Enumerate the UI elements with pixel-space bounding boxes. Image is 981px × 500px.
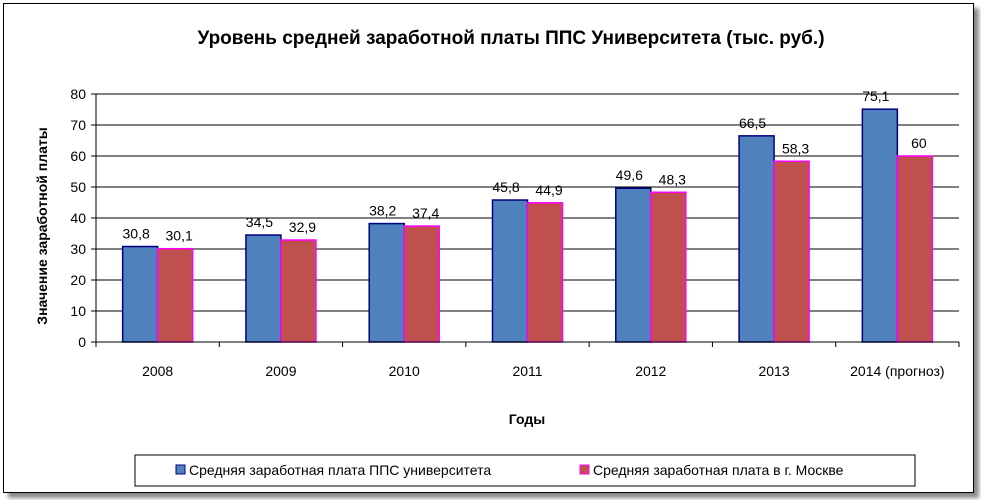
data-label-series-0: 38,2	[369, 203, 396, 219]
x-tick-label: 2009	[265, 363, 296, 379]
data-label-series-1: 48,3	[659, 171, 686, 187]
y-tick-label: 20	[70, 272, 86, 288]
legend: Средняя заработная плата ППС университет…	[134, 454, 916, 487]
legend-swatch-moscow	[579, 464, 590, 475]
y-tick-label: 10	[70, 303, 86, 319]
data-label-series-1: 37,4	[412, 205, 439, 221]
bar-series-1	[896, 155, 934, 343]
axes-layer	[91, 93, 960, 347]
chart-frame: Уровень средней заработной платы ППС Уни…	[3, 3, 974, 493]
bars-layer	[121, 108, 934, 343]
y-tick-label: 70	[70, 117, 86, 133]
x-tick-label: 2011	[512, 363, 542, 379]
bar-series-0	[491, 199, 529, 343]
data-label-series-1: 58,3	[782, 140, 809, 156]
data-label-series-1: 30,1	[166, 228, 193, 244]
y-axis-title: Значение заработной платы	[34, 127, 50, 324]
y-tick-label: 60	[70, 148, 86, 164]
x-tick-label: 2013	[758, 363, 789, 379]
data-label-series-0: 49,6	[616, 167, 643, 183]
bar-series-1	[773, 160, 810, 343]
bar-series-1	[526, 202, 564, 343]
data-label-series-1: 32,9	[289, 219, 316, 235]
data-label-series-1: 60	[911, 135, 927, 151]
y-tick-label: 80	[70, 86, 86, 102]
y-tick-label: 0	[78, 334, 86, 350]
y-tick-label: 30	[70, 241, 86, 257]
bar-series-0	[368, 222, 405, 343]
legend-box	[134, 454, 916, 487]
legend-swatch-ppp	[175, 464, 186, 475]
data-label-series-0: 34,5	[246, 214, 273, 230]
chart-title: Уровень средней заработной платы ППС Уни…	[197, 28, 824, 49]
y-tick-label: 50	[70, 179, 86, 195]
bar-series-1	[403, 225, 440, 343]
bar-series-0	[861, 108, 899, 343]
x-axis-title: Годы	[509, 411, 545, 427]
x-tick-label: 2010	[389, 363, 420, 379]
bar-series-0	[245, 234, 282, 343]
x-tick-label: 2014 (прогноз)	[850, 363, 944, 379]
bar-series-1	[280, 239, 317, 343]
x-tick-label: 2012	[635, 363, 666, 379]
bar-series-0	[121, 245, 159, 343]
data-label-series-1: 44,9	[535, 182, 562, 198]
bar-series-0	[738, 135, 775, 343]
legend-label-moscow: Средняя заработная плата в г. Москве	[593, 462, 844, 478]
y-tick-label: 40	[70, 210, 86, 226]
x-tick-label: 2008	[142, 363, 173, 379]
legend-label-ppp: Средняя заработная плата ППС университет…	[189, 462, 491, 478]
bar-series-1	[650, 191, 687, 343]
data-label-series-0: 75,1	[862, 88, 889, 104]
data-label-series-0: 45,8	[492, 179, 519, 195]
data-label-series-0: 66,5	[739, 115, 766, 131]
labels-layer: 0 10 20 30 40 50 60 70 80 2008 30,8 30,1 2009 34,5 32,…	[70, 86, 944, 379]
bar-series-1	[156, 247, 194, 343]
chart-svg: Уровень средней заработной платы ППС Уни…	[34, 28, 960, 487]
data-label-series-0: 30,8	[123, 226, 150, 242]
bar-series-0	[615, 187, 652, 343]
